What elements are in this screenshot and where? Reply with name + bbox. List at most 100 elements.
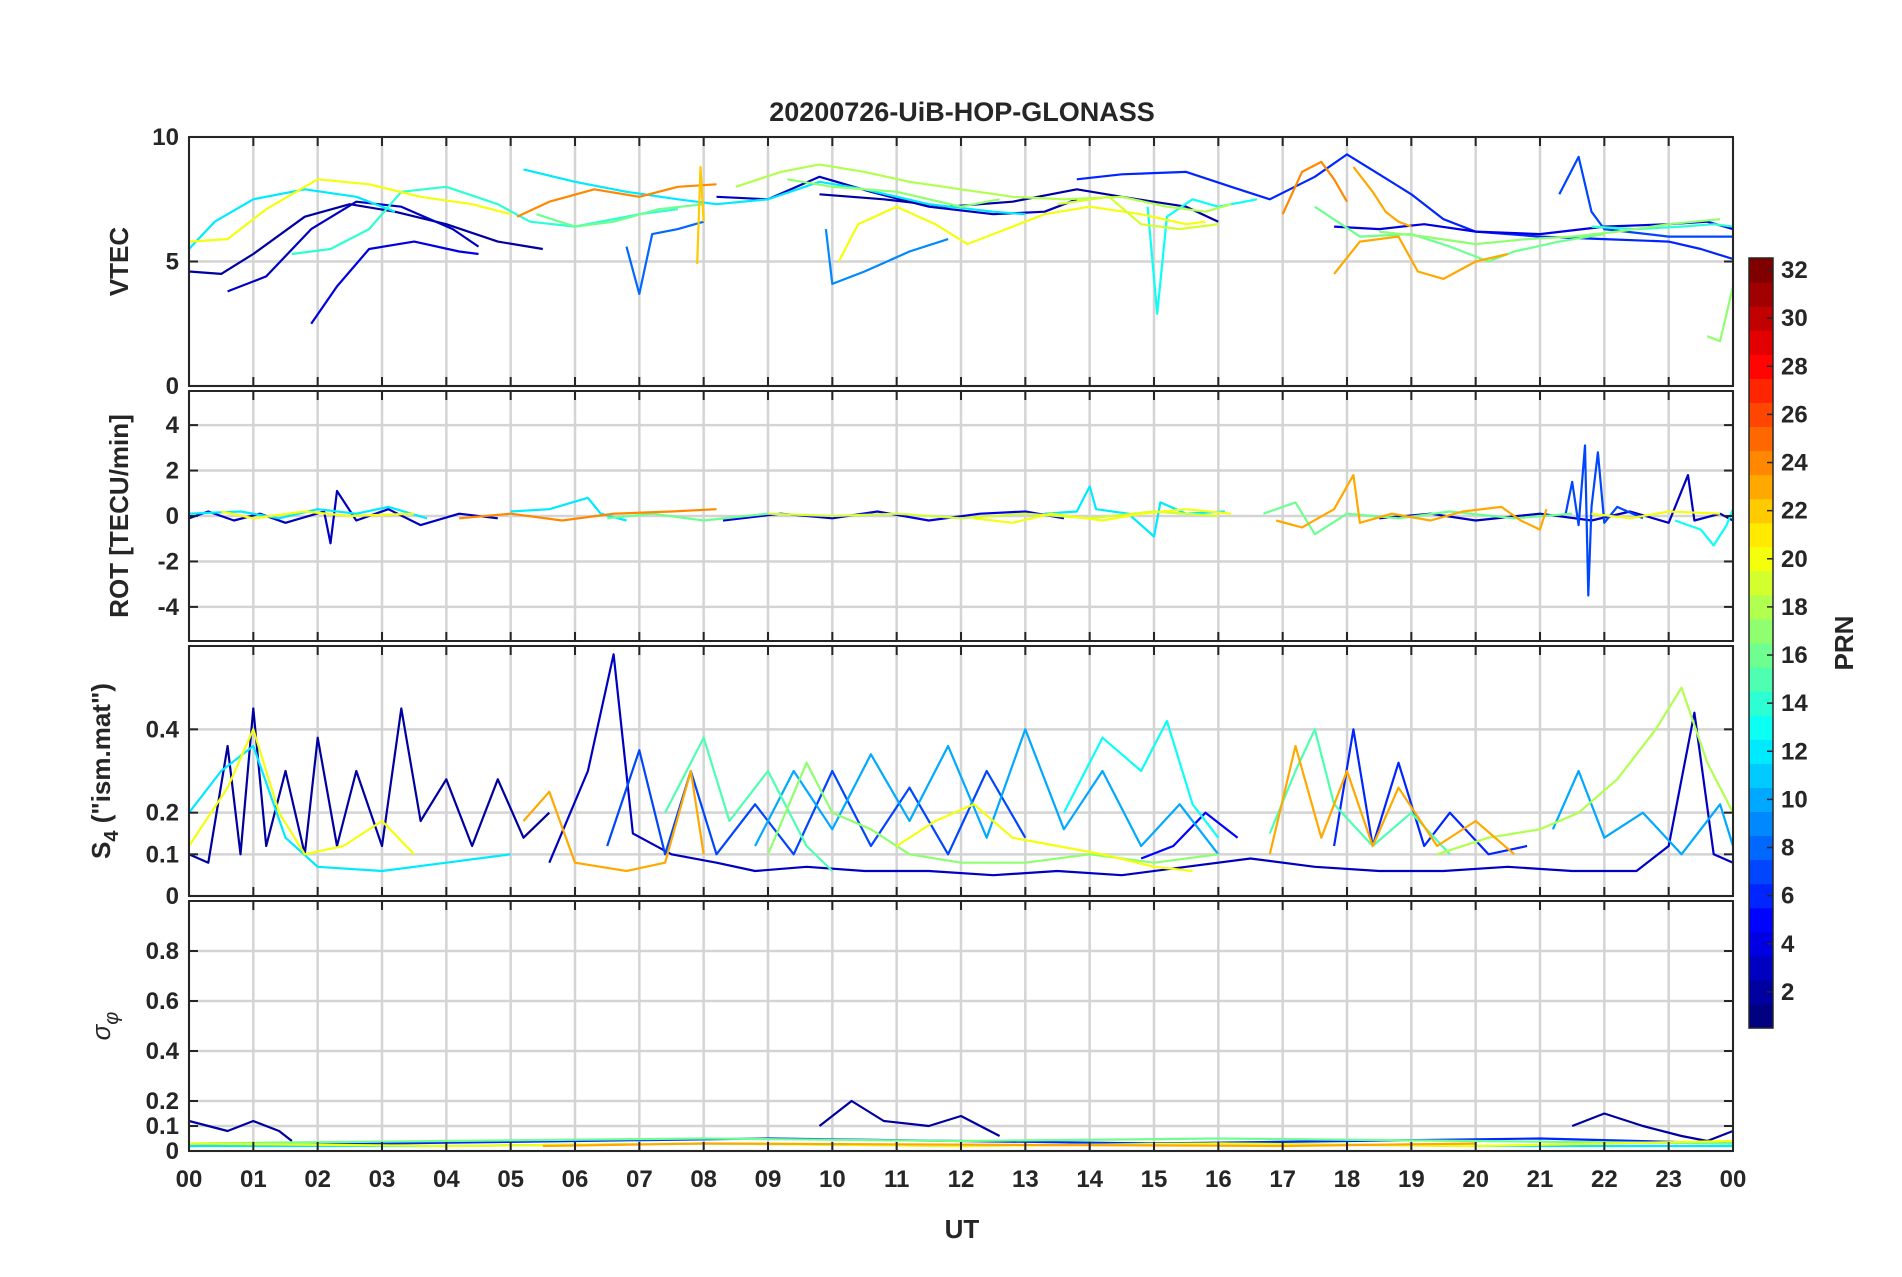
series-line-prn-6 [1333,728,1528,856]
series-line-prn-17 [1706,286,1733,343]
colorbar-tick-label: 32 [1781,257,1808,284]
panel-2: -4 -2 0 2 4 ROT [TECU/min] [104,390,1735,642]
series-line-prn-12 [189,505,428,520]
series-line-prn-2 [189,203,543,275]
series-line-prn-7 [1558,155,1733,238]
colorbar-frame [1748,257,1774,1029]
colorbar-swatch [1749,715,1773,740]
panel-3: 0 0.1 0.2 0.4 S4 ("ism.mat") [86,645,1735,910]
tick-marks [188,136,1734,387]
series-line-prn-23 [1333,235,1509,280]
colorbar-swatch [1749,955,1773,981]
series-line-prn-20 [189,728,415,856]
colorbar-swatch [1749,522,1773,548]
series-line-prn-2 [189,1119,293,1142]
series-line-prn-16 [189,1137,1733,1145]
y-tick-label: -2 [158,548,179,575]
colorbar-tick-label: 8 [1781,835,1794,862]
series-line-prn-6 [1076,153,1733,261]
y-tick-label: -4 [158,594,180,621]
series-line-prn-16 [1263,501,1573,536]
y-tick-label: 0.8 [146,938,179,965]
series-group [189,444,1733,597]
series-line-prn-2 [819,188,1219,223]
colorbar-swatch [1749,330,1773,355]
series-line-prn-23 [1268,744,1516,856]
y-axis-label: VTEC [104,227,134,297]
colorbar-swatch [1749,859,1773,885]
series-line-prn-12 [189,744,511,873]
colorbar-swatch [1749,907,1773,933]
colorbar-swatch [1749,1003,1773,1029]
tick-marks [188,901,1734,1152]
colorbar-tick-label: 24 [1781,450,1808,477]
series-line-prn-20 [837,205,1206,263]
series-line-prn-18 [735,163,1232,213]
series-line-prn-19 [1057,195,1219,231]
series-line-prn-3 [189,489,498,545]
colorbar-swatch [1749,763,1773,788]
x-tick-label: 11 [884,1166,909,1193]
x-tick-label: 22 [1591,1166,1618,1193]
colorbar-label: PRN [1829,616,1859,671]
colorbar-swatch [1749,570,1773,596]
series-line-prn-23 [1275,474,1548,531]
colorbar-tick-label: 14 [1781,690,1808,717]
series-line-prn-3 [227,200,480,293]
colorbar-tick-label: 6 [1781,883,1794,910]
panel-1: 0 5 10 VTEC [104,124,1735,400]
series-line-prn-10 [754,728,1220,855]
colorbar-swatch [1749,282,1773,307]
series-group [189,153,1733,343]
series-line-prn-24 [459,508,717,522]
series-group [189,653,1733,877]
series-line-prn-23 [542,1142,1476,1148]
colorbar-tick-label: 18 [1781,594,1808,621]
x-tick-label: 14 [1076,1166,1103,1193]
series-line-prn-18 [1436,686,1733,856]
colorbar-swatch [1749,378,1773,403]
y-tick-label: 0.4 [146,716,180,743]
x-tick-label: 09 [755,1166,782,1193]
x-tick-label: 13 [1012,1166,1039,1193]
colorbar-tick-label: 26 [1781,401,1808,428]
x-axis-label: UT [945,1214,980,1244]
series-line-prn-3 [548,653,1733,877]
series-line-prn-17 [1379,218,1721,246]
y-tick-label: 0.2 [146,800,179,827]
series-line-prn-2 [818,1099,1001,1137]
x-tick-label: 10 [819,1166,846,1193]
series-line-prn-9 [824,228,949,285]
panel-4: 00.10.2 0.4 0.6 0.8 σφ 00 01 02 03 04 05 06 07 08 09 10… [86,900,1746,1193]
chart-title: 20200726-UiB-HOP-GLONASS [769,97,1155,127]
x-tick-label: 20 [1462,1166,1489,1193]
colorbar-swatch [1749,474,1773,500]
series-line-prn-22 [696,165,705,265]
x-tick-label: 15 [1141,1166,1168,1193]
colorbar-swatch [1749,618,1773,644]
y-tick-label: 0 [166,883,179,910]
series-line-prn-20 [1591,510,1721,520]
tick-marks [188,391,1734,641]
x-tick-label: 19 [1398,1166,1425,1193]
series-line-prn-23 [1352,166,1412,228]
y-tick-label: 0.2 [146,1088,179,1115]
series-line-prn-4 [310,240,479,325]
colorbar-tick-label: 2 [1781,979,1794,1006]
series-line-prn-15 [664,736,834,872]
colorbar-tick-label: 30 [1781,305,1808,332]
y-tick-label: 0.6 [146,988,179,1015]
y-axis-label: S4 ("ism.mat") [86,683,123,859]
grid [187,901,1735,1153]
colorbar-tick-label: 28 [1781,353,1808,380]
y-tick-label: 10 [152,124,179,151]
y-tick-label: 0 [166,373,179,400]
series-line-prn-10 [1551,769,1733,856]
series-line-prn-24 [1281,160,1348,215]
colorbar-tick-label: 12 [1781,738,1808,765]
y-tick-label: 0 [166,503,179,530]
y-tick-label: 5 [166,249,179,276]
series-line-prn-16 [607,512,769,522]
